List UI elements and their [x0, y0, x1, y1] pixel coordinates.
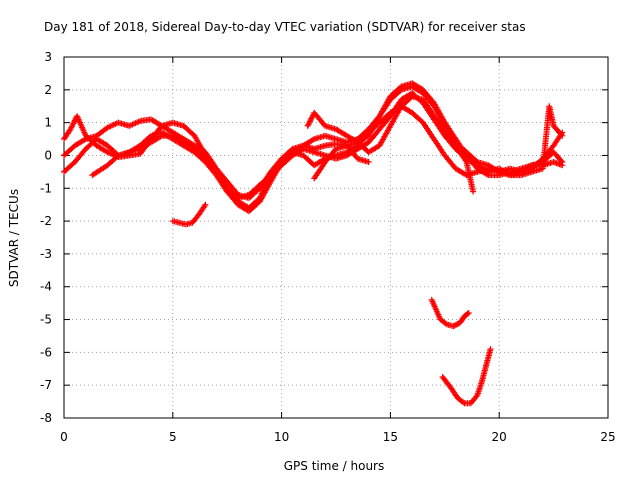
- series-track-5: [304, 93, 477, 195]
- x-tick-label: 10: [274, 430, 289, 444]
- data-point: [559, 132, 566, 139]
- data-point: [464, 310, 471, 317]
- series-segment-c: [439, 346, 494, 407]
- x-tick-label: 25: [600, 430, 615, 444]
- data-point: [487, 346, 494, 353]
- grid: [64, 57, 608, 418]
- x-tick-label: 20: [492, 430, 507, 444]
- y-tick-label: -4: [40, 280, 52, 294]
- data-point: [460, 399, 467, 406]
- x-axis-label: GPS time / hours: [284, 459, 385, 473]
- y-axis-label: SDTVAR / TECUs: [7, 189, 21, 287]
- x-tick-label: 15: [383, 430, 398, 444]
- y-tick-label: -6: [40, 345, 52, 359]
- series-segment-b: [428, 296, 472, 330]
- y-tick-label: 3: [44, 50, 52, 64]
- chart-title: Day 181 of 2018, Sidereal Day-to-day VTE…: [44, 20, 526, 34]
- series-track-6: [311, 142, 372, 182]
- data-point: [365, 159, 372, 165]
- axis-ticks: -8 -7 -6 -5 -4 -3 -2 -1 0 1 2 3 0 5 10 15 20 25: [40, 50, 616, 444]
- y-tick-label: -3: [40, 247, 52, 261]
- y-tick-label: -5: [40, 313, 52, 327]
- series-track-4: [89, 83, 566, 202]
- data-point: [558, 131, 565, 138]
- x-tick-label: 5: [169, 430, 177, 444]
- x-tick-label: 0: [60, 430, 68, 444]
- data-point: [68, 124, 75, 131]
- plot-frame: [63, 56, 609, 419]
- data-marks: [61, 80, 566, 407]
- y-tick-label: 1: [44, 116, 52, 130]
- data-point: [465, 310, 472, 316]
- y-tick-label: -2: [40, 214, 52, 228]
- data-point: [309, 136, 316, 143]
- y-tick-label: -8: [40, 411, 52, 425]
- y-tick-label: -7: [40, 378, 52, 392]
- data-point: [157, 133, 164, 140]
- y-tick-label: -1: [40, 181, 52, 195]
- data-point: [202, 201, 209, 208]
- y-tick-label: 2: [44, 83, 52, 97]
- data-point: [559, 162, 566, 169]
- data-point: [470, 188, 477, 195]
- y-tick-label: 0: [44, 148, 52, 162]
- series-segment-a: [169, 201, 209, 228]
